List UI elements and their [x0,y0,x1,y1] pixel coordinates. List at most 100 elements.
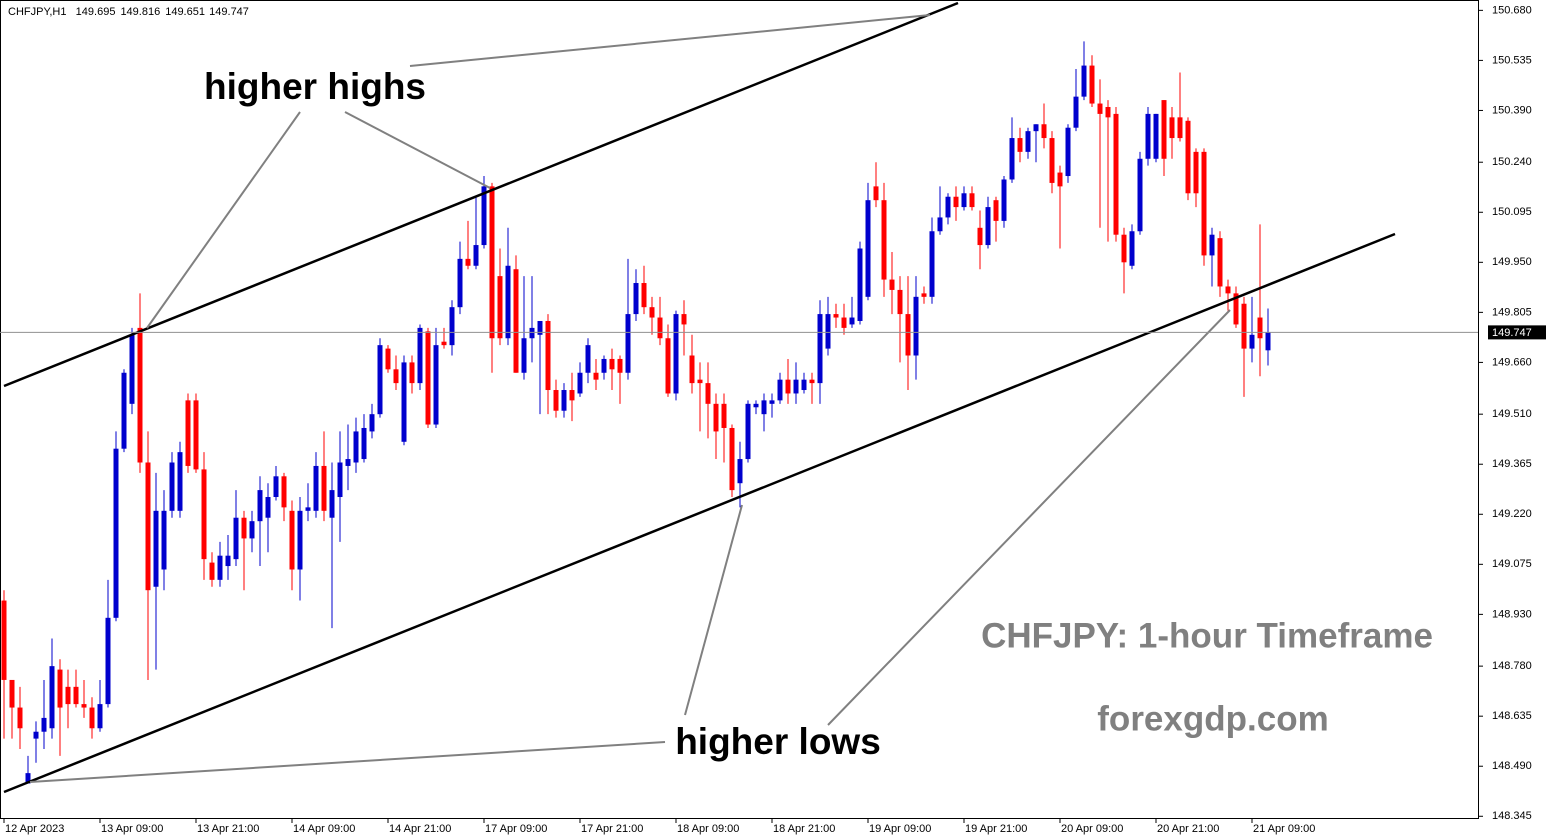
candle-body [1217,238,1223,287]
candle-body [289,510,295,570]
candle-body [41,717,47,732]
candle-body [497,276,503,339]
candle-body [961,193,967,208]
candle-body [393,369,399,384]
candle-body [1089,65,1095,104]
candle-body [553,390,559,411]
candle-body [1193,151,1199,194]
candle-body [81,704,87,708]
candle-body [889,279,895,290]
candle-body [1249,334,1255,349]
candle-body [1177,117,1183,139]
upper-channel-line [3,1,959,388]
watermark-title: CHFJPY: 1-hour Timeframe [981,616,1433,655]
plot-frame [0,0,1479,819]
candle-body [417,327,423,384]
candle-body [585,345,591,373]
y-tick-label: 148.780 [1492,660,1532,672]
candle-body [1265,332,1271,351]
candle-body [185,400,191,466]
candle-body [281,476,287,508]
x-tick-label: 18 Apr 09:00 [677,823,739,835]
candle-body [273,476,279,498]
candle-body [737,459,743,484]
y-tick-label: 148.635 [1492,710,1532,722]
candle-body [1225,286,1231,294]
candle-body [481,186,487,246]
y-tick-label: 148.490 [1492,760,1532,772]
candle-body [593,372,599,380]
last-close: 149.747 [209,6,249,18]
candle-body [1209,234,1215,256]
y-tick-label: 150.535 [1492,54,1532,66]
candle-body [833,314,839,318]
x-tick-label: 14 Apr 21:00 [389,823,451,835]
candle-body [641,283,647,308]
candle-body [817,314,823,384]
symbol: CHFJPY,H1 [8,6,66,18]
candle-body [145,462,151,591]
candle-body [353,431,359,463]
candle-body [1105,106,1111,118]
candle-body [73,686,79,705]
candle-body [1185,120,1191,194]
candle-body [1097,103,1103,114]
candle-body [425,331,431,425]
y-tick-label: 149.805 [1492,306,1532,318]
candle-body [1169,117,1175,139]
candle-body [1233,293,1239,325]
candle-body [721,403,727,428]
candle-body [313,465,319,511]
candle-body [841,317,847,328]
candle-body [929,231,935,297]
candle-body [657,317,663,339]
candle-body [9,679,15,708]
candle-body [305,507,311,511]
candle-body [1137,158,1143,232]
pointer-line [146,111,301,329]
candle-body [113,448,119,618]
candle-body [1033,124,1039,132]
y-tick-label: 148.345 [1492,810,1532,822]
x-tick-label: 18 Apr 21:00 [773,823,835,835]
candle-body [969,193,975,208]
candle-body [561,390,567,411]
price-label: 149.747 [1492,327,1532,339]
x-tick-label: 20 Apr 09:00 [1061,823,1123,835]
candle-body [689,355,695,384]
candle-body [985,207,991,246]
x-tick-label: 17 Apr 09:00 [485,823,547,835]
pointer-line [684,504,743,716]
candle-body [601,358,607,373]
candle-body [369,414,375,432]
candle-body [785,379,791,394]
candle-body [937,217,943,232]
candle-body [793,379,799,394]
candle-body [169,462,175,511]
candle-body [201,469,207,560]
candle-body [1025,131,1031,152]
candle-body [345,459,351,466]
candle-body [457,258,463,308]
candle-body [17,707,23,729]
candle-body [257,490,263,522]
candle-body [337,462,343,498]
candle-body [137,327,143,463]
annotation: higher lows [675,721,881,762]
candle-body [97,704,103,729]
candle-body [729,427,735,491]
candle-body [609,358,615,370]
candle-body [161,510,167,570]
x-tick-label: 13 Apr 21:00 [197,823,259,835]
candle-body [577,372,583,394]
candle-body [569,390,575,401]
x-tick-label: 20 Apr 21:00 [1157,823,1219,835]
marks [1,41,1271,784]
pointer-line [29,741,666,783]
x-tick-label: 13 Apr 09:00 [101,823,163,835]
candle-body [241,517,247,539]
candle-body [873,186,879,201]
candle-body [881,200,887,280]
candle-body [945,196,951,218]
